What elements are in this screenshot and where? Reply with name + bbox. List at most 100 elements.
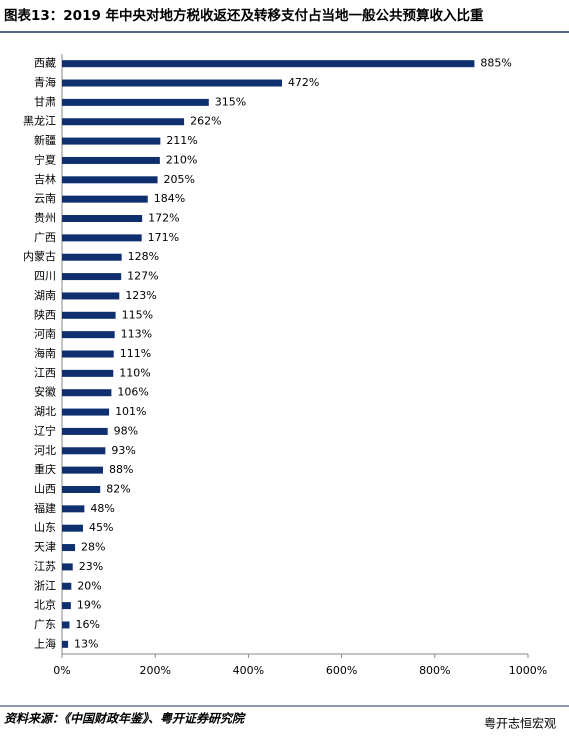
value-label: 19% bbox=[77, 599, 101, 612]
y-tick-label: 湖南 bbox=[34, 289, 56, 302]
bar bbox=[62, 447, 106, 455]
y-tick-label: 吉林 bbox=[34, 172, 56, 186]
x-tick-label: 400% bbox=[233, 664, 264, 677]
bar bbox=[62, 79, 282, 87]
bar bbox=[62, 137, 161, 145]
y-tick-label: 上海 bbox=[34, 636, 56, 650]
value-label: 45% bbox=[89, 521, 113, 534]
value-label: 110% bbox=[119, 366, 150, 379]
value-label: 172% bbox=[148, 212, 179, 225]
bar bbox=[62, 466, 104, 474]
value-label: 262% bbox=[190, 115, 221, 128]
value-label: 315% bbox=[215, 95, 246, 108]
value-label: 23% bbox=[79, 560, 103, 573]
y-tick-label: 天津 bbox=[34, 541, 56, 554]
value-label: 205% bbox=[164, 173, 195, 186]
value-label: 115% bbox=[122, 308, 153, 321]
x-tick-label: 0% bbox=[53, 664, 70, 677]
y-tick-label: 内蒙古 bbox=[23, 249, 56, 263]
value-label: 48% bbox=[90, 502, 114, 515]
bar bbox=[62, 369, 114, 377]
y-tick-label: 江西 bbox=[34, 366, 56, 379]
x-tick-label: 800% bbox=[419, 664, 450, 677]
y-tick-label: 浙江 bbox=[34, 579, 56, 592]
y-tick-label: 广东 bbox=[34, 618, 56, 631]
bar bbox=[62, 640, 69, 648]
y-tick-label: 北京 bbox=[34, 598, 56, 612]
y-tick-label: 黑龙江 bbox=[23, 115, 56, 128]
y-tick-label: 安徽 bbox=[34, 385, 56, 399]
y-tick-label: 山西 bbox=[34, 482, 56, 495]
bar bbox=[62, 505, 85, 513]
bar bbox=[62, 273, 122, 281]
value-label: 106% bbox=[117, 386, 148, 399]
value-label: 127% bbox=[127, 270, 158, 283]
value-label: 98% bbox=[114, 424, 138, 437]
bar bbox=[62, 311, 116, 319]
y-tick-label: 海南 bbox=[34, 346, 56, 360]
value-label: 111% bbox=[120, 347, 151, 360]
bar bbox=[62, 195, 148, 203]
y-tick-label: 青海 bbox=[34, 75, 56, 89]
y-tick-label: 重庆 bbox=[34, 462, 56, 476]
x-tick-label: 600% bbox=[326, 664, 357, 677]
bar bbox=[62, 60, 475, 68]
y-tick-label: 四川 bbox=[34, 270, 56, 283]
value-label: 472% bbox=[288, 76, 319, 89]
bar bbox=[62, 621, 70, 629]
bar bbox=[62, 215, 143, 223]
value-label: 885% bbox=[480, 57, 511, 70]
bar bbox=[62, 176, 158, 184]
source: 资料来源：《中国财政年鉴》、粤开证券研究院 bbox=[4, 712, 246, 726]
y-tick-label: 河北 bbox=[34, 444, 56, 457]
bar bbox=[62, 485, 101, 493]
bar bbox=[62, 408, 110, 416]
value-label: 88% bbox=[109, 463, 133, 476]
value-label: 82% bbox=[106, 482, 130, 495]
x-tick-label: 200% bbox=[139, 664, 170, 677]
value-label: 16% bbox=[75, 618, 99, 631]
bar bbox=[62, 544, 76, 552]
bar bbox=[62, 156, 160, 164]
chart-title: 图表13：2019 年中央对地方税收返还及转移支付占当地一般公共预算收入比重 bbox=[4, 7, 484, 24]
y-tick-label: 辽宁 bbox=[34, 423, 56, 437]
bar bbox=[62, 427, 108, 435]
bar bbox=[62, 234, 142, 242]
value-label: 13% bbox=[74, 637, 98, 650]
bar bbox=[62, 602, 71, 610]
bar bbox=[62, 389, 112, 397]
x-tick-label: 1000% bbox=[509, 664, 547, 677]
value-label: 101% bbox=[115, 405, 146, 418]
bar bbox=[62, 563, 73, 571]
y-tick-label: 贵州 bbox=[34, 212, 56, 225]
value-label: 123% bbox=[125, 289, 156, 302]
value-label: 184% bbox=[154, 192, 185, 205]
y-tick-label: 宁夏 bbox=[34, 152, 56, 166]
y-tick-label: 河南 bbox=[34, 328, 56, 341]
y-tick-label: 陕西 bbox=[34, 307, 56, 321]
value-label: 93% bbox=[111, 444, 135, 457]
y-tick-label: 西藏 bbox=[34, 57, 56, 70]
y-tick-label: 山东 bbox=[34, 521, 56, 534]
value-label: 28% bbox=[81, 541, 105, 554]
y-tick-label: 湖北 bbox=[34, 405, 56, 418]
value-label: 113% bbox=[121, 328, 152, 341]
value-label: 128% bbox=[128, 250, 159, 263]
value-label: 20% bbox=[77, 579, 101, 592]
y-tick-label: 云南 bbox=[34, 192, 56, 205]
bar bbox=[62, 253, 122, 261]
value-label: 171% bbox=[148, 231, 179, 244]
bar bbox=[62, 118, 185, 126]
bar bbox=[62, 582, 72, 590]
bar bbox=[62, 350, 114, 358]
bar bbox=[62, 98, 209, 106]
y-tick-label: 广西 bbox=[34, 231, 56, 244]
y-tick-label: 福建 bbox=[34, 501, 56, 515]
value-label: 211% bbox=[166, 134, 197, 147]
y-tick-label: 甘肃 bbox=[34, 95, 56, 108]
y-tick-label: 江苏 bbox=[34, 560, 56, 573]
value-label: 210% bbox=[166, 153, 197, 166]
bar bbox=[62, 331, 115, 339]
y-tick-label: 新疆 bbox=[34, 133, 56, 147]
